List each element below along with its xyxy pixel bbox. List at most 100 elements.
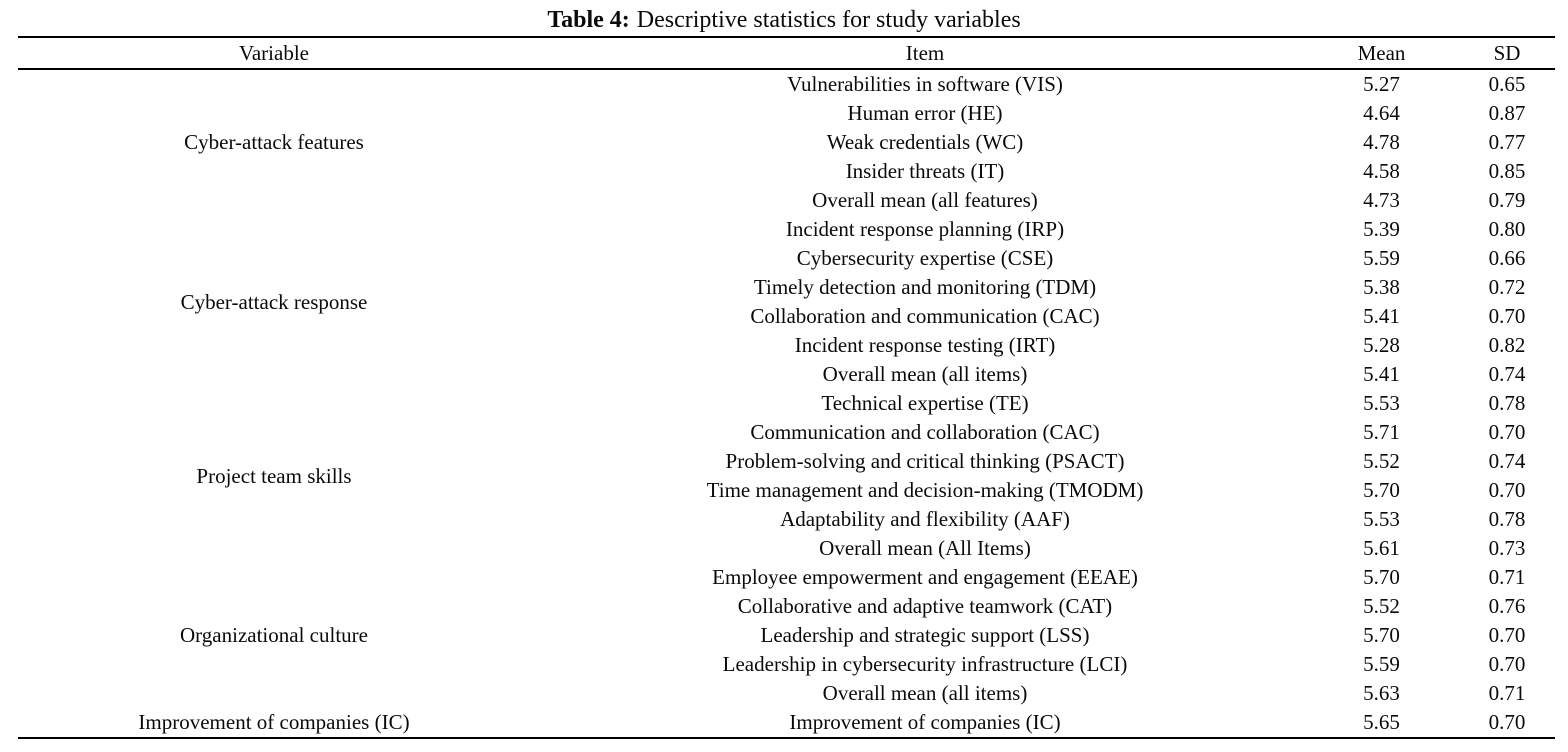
table-row: Overall mean (all items) 5.41 0.74 — [18, 360, 1555, 389]
table-caption-label: Table 4: — [547, 7, 630, 33]
mean-cell: 5.59 — [1363, 246, 1400, 270]
sd-cell: 0.72 — [1488, 275, 1526, 299]
mean-cell: 5.27 — [1363, 72, 1400, 96]
mean-cell: 4.58 — [1363, 159, 1400, 183]
sd-cell: 0.70 — [1488, 652, 1526, 676]
col-header-item: Item — [905, 40, 945, 65]
table-body: Cyber-attack features Vulnerabilities in … — [18, 69, 1555, 738]
table-row: Overall mean (all items) 5.63 0.71 — [18, 679, 1555, 708]
sd-cell: 0.77 — [1488, 130, 1526, 154]
sd-cell: 0.65 — [1488, 72, 1526, 96]
variable-cell: Improvement of companies (IC) — [138, 710, 410, 734]
mean-cell: 5.71 — [1363, 420, 1400, 444]
table-row: Problem-solving and critical thinking (P… — [18, 447, 1555, 476]
mean-cell: 5.41 — [1363, 362, 1400, 386]
item-cell: Employee empowerment and engagement (EEA… — [712, 565, 1138, 589]
table-row: Cyber-attack features Vulnerabilities in … — [18, 69, 1555, 154]
mean-cell: 5.53 — [1363, 507, 1400, 531]
mean-cell: 5.65 — [1363, 710, 1400, 734]
item-cell: Collaborative and adaptive teamwork (CAT… — [737, 594, 1113, 618]
table-row: Human error (HE) 4.64 0.87 — [18, 99, 1555, 128]
item-cell: Human error (HE) — [847, 101, 1003, 125]
mean-cell: 5.61 — [1363, 536, 1400, 560]
sd-cell: 0.80 — [1488, 217, 1526, 241]
item-cell: Vulnerabilities in software (VIS) — [787, 72, 1063, 96]
item-cell: Adaptability and flexibility (AAF) — [780, 507, 1070, 531]
item-cell: Weak credentials (WC) — [826, 130, 1024, 154]
mean-cell: 5.52 — [1363, 594, 1400, 618]
mean-cell: 4.73 — [1363, 188, 1400, 212]
col-header-sd: SD — [1493, 40, 1521, 65]
table-row: Collaboration and communication (CAC) 5.4… — [18, 302, 1555, 331]
table-row: Cyber-attack response Incident response p… — [18, 215, 1555, 314]
sd-cell: 0.82 — [1488, 333, 1526, 357]
table-row: Leadership in cybersecurity infrastructu… — [18, 650, 1555, 679]
item-cell: Improvement of companies (IC) — [789, 710, 1061, 734]
table-row: Adaptability and flexibility (AAF) 5.53 0.… — [18, 505, 1555, 534]
sd-cell: 0.85 — [1488, 159, 1526, 183]
mean-cell: 5.41 — [1363, 304, 1400, 328]
mean-cell: 5.70 — [1363, 478, 1400, 502]
item-cell: Time management and decision-making (TMO… — [706, 478, 1144, 502]
table-row: Insider threats (IT) 4.58 0.85 — [18, 157, 1555, 186]
item-cell: Insider threats (IT) — [845, 159, 1005, 183]
mean-cell: 4.64 — [1363, 101, 1400, 125]
mean-cell: 5.53 — [1363, 391, 1400, 415]
sd-cell: 0.71 — [1488, 565, 1526, 589]
mean-cell: 5.52 — [1363, 449, 1400, 473]
variable-cell: Cyber-attack features — [184, 130, 364, 154]
mean-cell: 5.63 — [1363, 681, 1400, 705]
table-row: Weak credentials (WC) 4.78 0.77 — [18, 128, 1555, 157]
item-cell: Leadership in cybersecurity infrastructu… — [722, 652, 1128, 676]
sd-cell: 0.76 — [1488, 594, 1526, 618]
item-cell: Collaboration and communication (CAC) — [750, 304, 1100, 328]
sd-cell: 0.70 — [1488, 710, 1526, 734]
item-cell: Incident response testing (IRT) — [794, 333, 1056, 357]
sd-cell: 0.73 — [1488, 536, 1526, 560]
mean-cell: 5.38 — [1363, 275, 1400, 299]
item-cell: Problem-solving and critical thinking (P… — [725, 449, 1125, 473]
table-header: Variable Item Mean SD — [18, 37, 1555, 69]
table-row: Leadership and strategic support (LSS) 5.… — [18, 621, 1555, 650]
item-cell: Overall mean (all items) — [822, 362, 1028, 386]
sd-cell: 0.74 — [1488, 449, 1526, 473]
mean-cell: 5.39 — [1363, 217, 1400, 241]
item-cell: Cybersecurity expertise (CSE) — [796, 246, 1054, 270]
item-cell: Timely detection and monitoring (TDM) — [753, 275, 1097, 299]
sd-cell: 0.71 — [1488, 681, 1526, 705]
variable-cell: Project team skills — [196, 463, 352, 488]
sd-cell: 0.70 — [1488, 478, 1526, 502]
mean-cell: 5.70 — [1363, 565, 1400, 589]
sd-cell: 0.78 — [1488, 507, 1526, 531]
table-caption-text: Descriptive statistics for study variabl… — [636, 7, 1021, 33]
item-cell: Overall mean (All Items) — [819, 536, 1031, 560]
stats-table: Variable Item Mean SD Cyber-attack featu… — [18, 36, 1555, 739]
table-row: Incident response testing (IRT) 5.28 0.82 — [18, 331, 1555, 360]
table-row: Cybersecurity expertise (CSE) 5.59 0.66 — [18, 244, 1555, 273]
sd-cell: 0.70 — [1488, 623, 1526, 647]
table-row: Improvement of companies (IC) Improvement… — [18, 708, 1555, 738]
item-cell: Leadership and strategic support (LSS) — [760, 623, 1090, 647]
variable-cell: Organizational culture — [180, 623, 368, 647]
mean-cell: 5.28 — [1363, 333, 1400, 357]
variable-cell: Cyber-attack response — [180, 289, 368, 314]
sd-cell: 0.87 — [1488, 101, 1526, 125]
item-cell: Communication and collaboration (CAC) — [750, 420, 1100, 444]
sd-cell: 0.66 — [1488, 246, 1526, 270]
item-cell: Overall mean (all items) — [822, 681, 1028, 705]
table-row: Overall mean (All Items) 5.61 0.73 — [18, 534, 1555, 563]
table-row: Organizational culture Employee empowerme… — [18, 563, 1555, 647]
table-row: Timely detection and monitoring (TDM) 5.3… — [18, 273, 1555, 302]
table-row: Communication and collaboration (CAC) 5.7… — [18, 418, 1555, 447]
col-header-mean: Mean — [1357, 40, 1406, 65]
mean-cell: 5.70 — [1363, 623, 1400, 647]
sd-cell: 0.78 — [1488, 391, 1526, 415]
table-row: Project team skills Technical expertise (… — [18, 389, 1555, 488]
table-row: Overall mean (all features) 4.73 0.79 — [18, 186, 1555, 215]
sd-cell: 0.70 — [1488, 420, 1526, 444]
table-row: Time management and decision-making (TMO… — [18, 476, 1555, 505]
sd-cell: 0.70 — [1488, 304, 1526, 328]
item-cell: Incident response planning (IRP) — [785, 217, 1065, 241]
sd-cell: 0.79 — [1488, 188, 1526, 212]
col-header-variable: Variable — [239, 40, 309, 65]
